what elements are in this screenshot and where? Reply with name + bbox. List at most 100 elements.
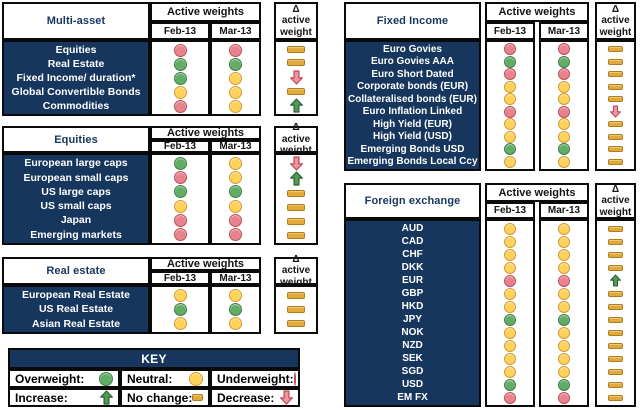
no-change-dash-icon bbox=[608, 290, 623, 297]
weight-cell bbox=[597, 235, 634, 248]
row-label: High Yield (EUR) bbox=[373, 118, 452, 130]
neutral-dot bbox=[504, 365, 516, 378]
column-group-header: Active weights bbox=[150, 257, 261, 271]
row-label: US small caps bbox=[40, 200, 112, 213]
delta-active-weight-column bbox=[274, 285, 318, 334]
neutral-dot bbox=[558, 300, 570, 313]
key-entry-label: Overweight: bbox=[15, 371, 85, 386]
weight-cell bbox=[152, 170, 208, 184]
neutral-dot bbox=[229, 317, 242, 331]
column-feb-header: Feb-13 bbox=[150, 140, 210, 153]
increase-arrow-icon bbox=[100, 390, 113, 405]
weight-cell bbox=[541, 68, 587, 81]
underweight-dot bbox=[229, 228, 242, 242]
neutral-dot bbox=[558, 352, 570, 365]
weight-cell bbox=[487, 391, 533, 404]
weight-cell bbox=[597, 378, 634, 391]
underweight-dot bbox=[173, 99, 187, 113]
neutral-dot bbox=[504, 248, 516, 261]
weight-cell bbox=[597, 287, 634, 300]
weight-cell bbox=[597, 131, 634, 143]
neutral-dot bbox=[558, 155, 570, 168]
row-label: JPY bbox=[403, 314, 422, 325]
no-change-dash-icon bbox=[287, 203, 305, 211]
weight-cell bbox=[487, 55, 533, 69]
mar-weights-column bbox=[210, 40, 261, 116]
row-label: Euro Inflation Linked bbox=[362, 106, 463, 118]
weight-cell bbox=[152, 99, 208, 113]
underweight-dot bbox=[293, 371, 296, 386]
overweight-dot bbox=[558, 378, 570, 391]
feb-weights-column bbox=[485, 40, 535, 171]
panel-title: Multi-asset bbox=[2, 2, 150, 40]
weight-cell bbox=[276, 214, 316, 228]
no-change-dash-icon bbox=[608, 58, 623, 65]
weight-cell bbox=[597, 391, 634, 404]
neutral-dot bbox=[504, 93, 516, 106]
weight-cell bbox=[597, 93, 634, 105]
key-entry-overweight: Overweight: bbox=[8, 369, 120, 388]
weight-cell bbox=[487, 300, 533, 313]
weight-cell bbox=[276, 156, 316, 171]
no-change-dash-icon bbox=[287, 320, 305, 328]
column-delta-header: Δ active weight bbox=[595, 2, 636, 40]
weight-cell bbox=[276, 171, 316, 186]
overweight-dot bbox=[173, 185, 187, 199]
overweight-dot bbox=[173, 57, 187, 71]
overweight-dot bbox=[229, 302, 242, 316]
column-delta-header: Δ active weight bbox=[274, 254, 318, 288]
weight-cell bbox=[487, 105, 533, 119]
column-delta-header: Δ active weight bbox=[595, 183, 636, 219]
feb-weights-column bbox=[150, 153, 210, 245]
weight-cell bbox=[487, 235, 533, 248]
key-entry-neutral: Neutral: bbox=[120, 369, 210, 388]
key-entry-label: Neutral: bbox=[127, 371, 173, 386]
key-entry-increase: Increase: bbox=[8, 388, 120, 407]
increase-arrow-icon bbox=[610, 274, 621, 287]
row-label: Real Estate bbox=[47, 58, 105, 70]
neutral-dot bbox=[504, 155, 516, 168]
panel-title: Equities bbox=[2, 126, 150, 153]
weight-cell bbox=[276, 43, 316, 56]
weight-cell bbox=[276, 70, 316, 85]
overweight-dot bbox=[558, 55, 570, 68]
key-legend: KEY Overweight: Neutral: Underweight: Increa… bbox=[8, 348, 304, 407]
overweight-dot bbox=[558, 143, 570, 156]
weight-cell bbox=[212, 99, 259, 113]
row-label: Euro Govies bbox=[383, 43, 442, 55]
weight-cell bbox=[541, 118, 587, 131]
underweight-dot bbox=[229, 213, 242, 227]
weight-cell bbox=[597, 55, 634, 67]
weight-cell bbox=[152, 213, 208, 227]
underweight-dot bbox=[558, 68, 570, 81]
underweight-dot bbox=[173, 43, 187, 57]
weight-cell bbox=[487, 287, 533, 300]
neutral-dot bbox=[229, 288, 242, 302]
weight-cell bbox=[541, 287, 587, 300]
row-label: NOK bbox=[401, 327, 424, 338]
weight-cell bbox=[212, 156, 259, 170]
neutral-dot bbox=[558, 222, 570, 235]
weight-cell bbox=[597, 248, 634, 261]
weight-cell bbox=[212, 288, 259, 302]
weight-cell bbox=[541, 155, 587, 169]
row-label: EUR bbox=[401, 275, 424, 286]
underweight-dot bbox=[558, 391, 570, 404]
weight-cell bbox=[541, 391, 587, 404]
no-change-dash-icon bbox=[608, 71, 623, 78]
weight-cell bbox=[212, 199, 259, 213]
no-change-dash-icon bbox=[287, 231, 305, 239]
neutral-dot bbox=[229, 199, 242, 213]
row-label: European small caps bbox=[23, 171, 129, 184]
column-feb-header: Feb-13 bbox=[150, 22, 210, 40]
weight-cell bbox=[597, 105, 634, 118]
panel-title: Real estate bbox=[2, 257, 150, 285]
feb-weights-column bbox=[485, 219, 535, 407]
weight-cell bbox=[212, 185, 259, 199]
row-label: Commodities bbox=[42, 100, 110, 112]
weight-cell bbox=[487, 248, 533, 261]
row-label: Equities bbox=[55, 44, 97, 56]
weight-cell bbox=[212, 317, 259, 331]
underweight-dot bbox=[504, 274, 516, 287]
